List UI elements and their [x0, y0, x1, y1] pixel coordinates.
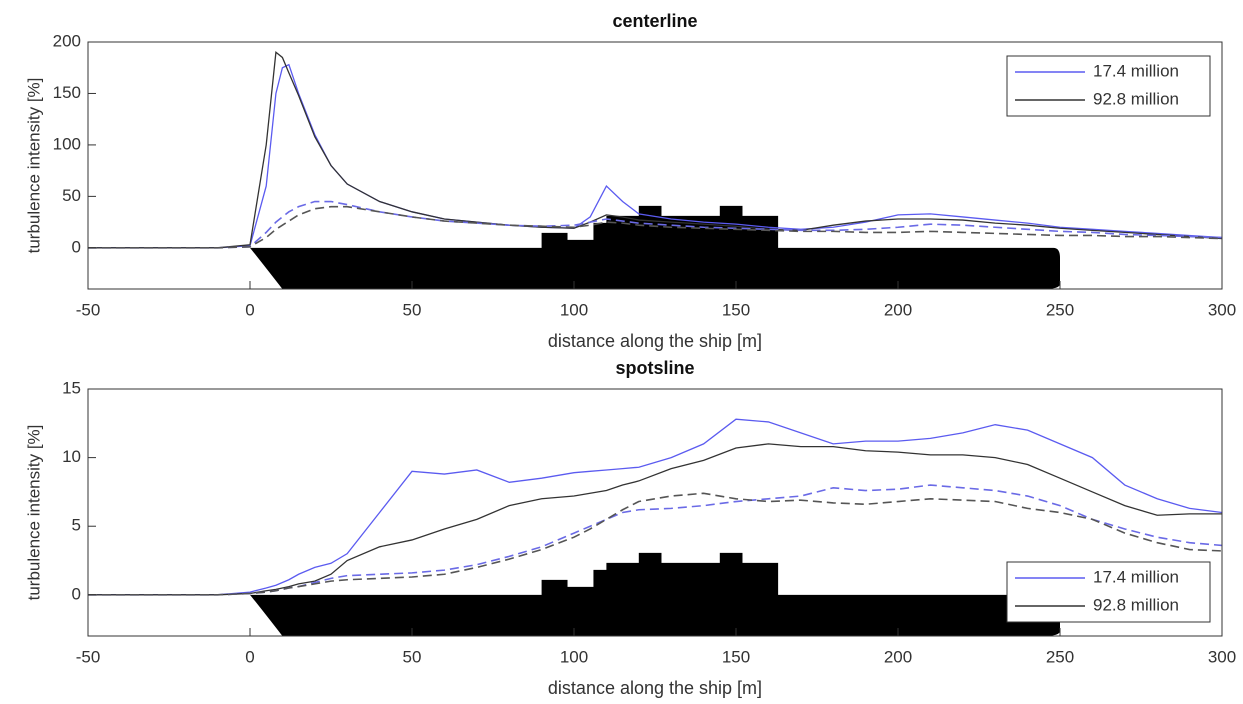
line [88, 63, 1223, 249]
y-axis-label: turbulence intensity [%] [24, 425, 43, 601]
legend-label: 17.4 million [1093, 61, 1179, 80]
y-tick-label: 10 [62, 447, 81, 466]
line [88, 418, 1223, 596]
x-axis-label: distance along the ship [m] [548, 331, 762, 351]
dashed-line [88, 200, 1223, 249]
y-axis-label: turbulence intensity [%] [24, 78, 43, 254]
x-tick-label: 100 [560, 647, 588, 666]
x-axis-label: distance along the ship [m] [548, 678, 762, 698]
x-tick-label: 150 [722, 300, 750, 319]
x-tick-label: 50 [403, 300, 422, 319]
x-tick-label: 0 [245, 300, 254, 319]
legend-box [1006, 561, 1211, 623]
legend-box [1006, 55, 1211, 117]
x-tick-label: 300 [1208, 300, 1236, 319]
y-tick-label: 100 [53, 134, 81, 153]
x-tick-label: 50 [403, 647, 422, 666]
legend-label: 17.4 million [1093, 567, 1179, 586]
y-tick-label: 5 [72, 516, 81, 535]
x-tick-label: 0 [245, 647, 254, 666]
ship-silhouette [250, 205, 1060, 289]
y-tick-label: 0 [72, 584, 81, 603]
y-tick-label: 0 [72, 237, 81, 256]
x-tick-label: 200 [884, 647, 912, 666]
x-tick-label: 300 [1208, 647, 1236, 666]
line [88, 51, 1223, 249]
x-tick-label: 250 [1046, 300, 1074, 319]
y-tick-label: 150 [53, 83, 81, 102]
y-tick-label: 50 [62, 186, 81, 205]
line [88, 443, 1222, 596]
x-tick-label: -50 [76, 300, 101, 319]
y-tick-label: 200 [53, 31, 81, 50]
axes-box [87, 41, 1223, 290]
dashed-line [88, 484, 1223, 596]
x-tick-label: 150 [722, 647, 750, 666]
dashed-line [88, 492, 1223, 596]
dashed-line [88, 205, 1223, 249]
axes-box [87, 388, 1223, 637]
chart-title: centerline [612, 11, 697, 31]
x-tick-label: 250 [1046, 647, 1074, 666]
x-tick-label: -50 [76, 647, 101, 666]
x-tick-label: 200 [884, 300, 912, 319]
ship-silhouette [250, 552, 1060, 636]
y-tick-label: 15 [62, 378, 81, 397]
legend-label: 92.8 million [1093, 89, 1179, 108]
legend-label: 92.8 million [1093, 595, 1179, 614]
x-tick-label: 100 [560, 300, 588, 319]
chart-title: spotsline [615, 358, 694, 378]
